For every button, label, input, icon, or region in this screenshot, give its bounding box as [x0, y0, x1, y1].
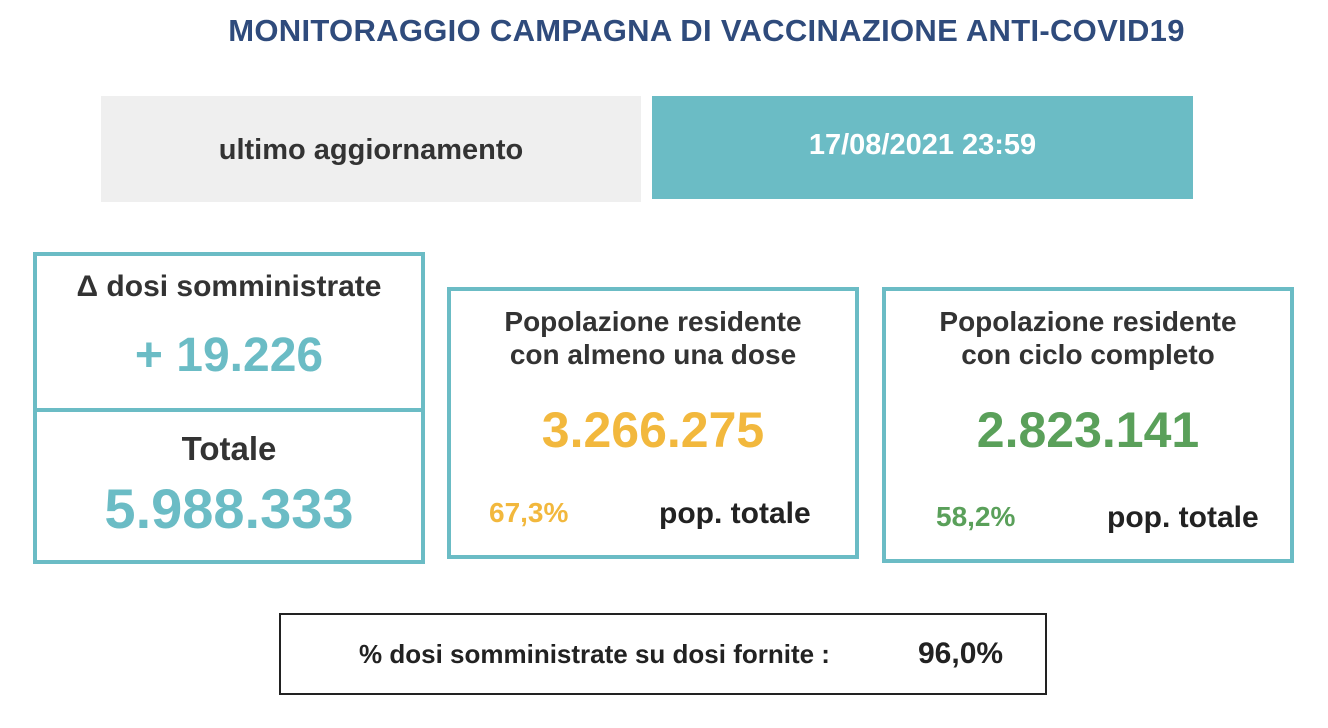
delta-doses-value: + 19.226 — [134, 329, 324, 382]
doses-ratio-box: % dosi somministrate su dosi fornite : 9… — [279, 613, 1047, 695]
first-dose-value: 3.266.275 — [541, 402, 765, 458]
delta-doses-label: Δ dosi somministrate — [76, 270, 382, 303]
full-cycle-percent: 58,2% — [936, 501, 1016, 532]
total-doses-value: 5.988.333 — [104, 477, 354, 540]
total-doses-card: Totale 5.988.333 — [33, 408, 425, 564]
full-cycle-label-line1: Popolazione residente — [939, 306, 1237, 337]
first-dose-label-line2: con almeno una dose — [509, 339, 797, 370]
first-dose-percent: 67,3% — [489, 497, 569, 528]
full-cycle-card: Popolazione residente con ciclo completo… — [882, 287, 1294, 563]
last-update-label: ultimo aggiornamento — [101, 96, 641, 202]
last-update-value: 17/08/2021 23:59 — [652, 96, 1193, 199]
page-title: MONITORAGGIO CAMPAGNA DI VACCINAZIONE AN… — [228, 13, 1185, 48]
full-cycle-percent-label: pop. totale — [1107, 501, 1259, 534]
full-cycle-label-line2: con ciclo completo — [961, 339, 1215, 370]
first-dose-label-line1: Popolazione residente — [504, 306, 802, 337]
first-dose-percent-label: pop. totale — [659, 497, 811, 530]
first-dose-card: Popolazione residente con almeno una dos… — [447, 287, 859, 559]
doses-ratio-label: % dosi somministrate su dosi fornite : — [359, 639, 830, 669]
total-doses-label: Totale — [181, 430, 277, 467]
first-dose-label: Popolazione residente con almeno una dos… — [451, 305, 855, 371]
delta-doses-card: Δ dosi somministrate + 19.226 — [33, 252, 425, 412]
full-cycle-label: Popolazione residente con ciclo completo — [886, 305, 1290, 371]
full-cycle-value: 2.823.141 — [976, 402, 1200, 458]
doses-ratio-value: 96,0% — [918, 637, 1004, 670]
